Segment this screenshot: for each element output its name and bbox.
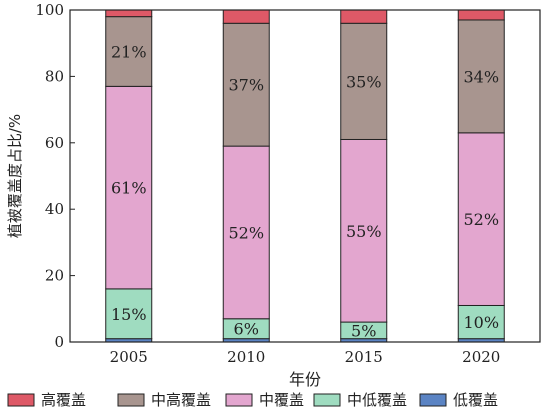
bar-segment-2015-s4	[340, 9, 388, 24]
bars-layer	[105, 9, 505, 343]
y-axis: 0 20 40 60 80 100	[35, 1, 75, 351]
y-tick-label-40: 40	[45, 200, 64, 218]
bar-segment-2020-s2	[457, 132, 505, 306]
bar-segment-2020-s3	[457, 19, 505, 134]
data-label-2010-5: 52%	[228, 223, 264, 242]
segment-labels-layer: 15% 6% 5% 10% 61% 52% 55% 52% 21% 37% 35% 34%	[111, 43, 499, 341]
data-label-2005-4: 61%	[111, 179, 147, 198]
data-label-2015-2: 5%	[351, 321, 376, 340]
y-tick-label-0: 0	[54, 333, 64, 351]
data-label-2020-3: 10%	[463, 313, 499, 332]
data-label-2010-9: 37%	[228, 76, 264, 95]
x-tick-label-2010: 2010	[227, 348, 265, 366]
data-label-2005-8: 21%	[111, 43, 147, 62]
legend-label-中高覆盖: 中高覆盖	[151, 391, 211, 409]
x-tick-label-2020: 2020	[462, 348, 500, 366]
x-axis: 2005 2010 2015 2020	[110, 348, 501, 366]
bar-segment-2010-s4	[222, 9, 270, 24]
legend-swatch-高覆盖	[7, 393, 35, 407]
bar-segment-2005-s2	[105, 85, 153, 290]
data-label-2020-7: 52%	[463, 210, 499, 229]
legend-label-中低覆盖: 中低覆盖	[347, 391, 407, 409]
data-label-2005-0: 15%	[111, 305, 147, 324]
legend-swatch-中低覆盖	[313, 393, 341, 407]
y-tick-label-100: 100	[35, 1, 64, 19]
y-axis-title: 植被覆盖度占比/%	[6, 114, 24, 238]
y-tick-label-60: 60	[45, 134, 64, 152]
legend-label-中覆盖: 中覆盖	[259, 391, 304, 409]
legend-swatch-中高覆盖	[117, 393, 145, 407]
bar-segment-2005-s4	[105, 9, 153, 18]
x-axis-title: 年份	[289, 370, 321, 389]
legend-swatch-低覆盖	[419, 393, 447, 407]
bar-segment-2010-s2	[222, 145, 270, 320]
data-label-2020-11: 34%	[463, 67, 499, 86]
legend-label-低覆盖: 低覆盖	[453, 391, 498, 409]
plot-frame	[69, 9, 541, 343]
y-tick-label-20: 20	[45, 267, 64, 285]
data-label-2010-1: 6%	[234, 320, 259, 339]
legend-label-高覆盖: 高覆盖	[41, 391, 86, 409]
legend-swatch-中覆盖	[225, 393, 253, 407]
bar-segment-2020-s4	[457, 9, 505, 21]
y-tick-label-80: 80	[45, 67, 64, 85]
data-label-2015-10: 35%	[346, 72, 382, 91]
bar-segment-2005-s1	[105, 288, 153, 340]
x-tick-label-2005: 2005	[110, 348, 148, 366]
data-label-2015-6: 55%	[346, 222, 382, 241]
bar-segment-2010-s3	[222, 22, 270, 147]
bar-segment-2005-s3	[105, 16, 153, 87]
legend: 高覆盖 中高覆盖 中覆盖 中低覆盖 低覆盖	[7, 391, 498, 409]
x-tick-label-2015: 2015	[345, 348, 383, 366]
